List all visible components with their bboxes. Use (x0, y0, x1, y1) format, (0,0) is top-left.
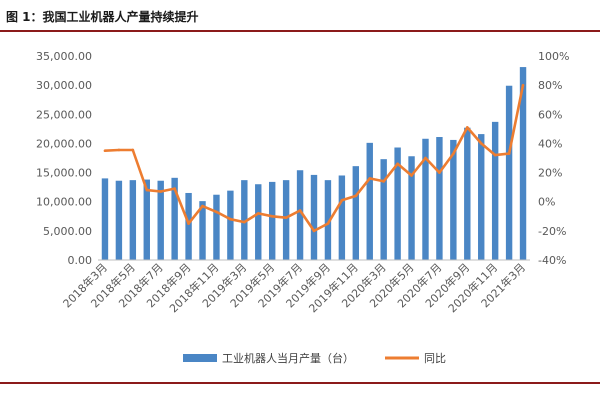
legend: 工业机器人当月产量（台） 同比 (183, 351, 446, 365)
line-point (103, 149, 107, 153)
left-tick-label: 0.00 (68, 254, 93, 267)
bar (422, 138, 429, 260)
bar (296, 170, 304, 260)
line-point (131, 148, 135, 152)
line-point (284, 216, 288, 220)
left-tick-label: 5,000.00 (43, 225, 92, 238)
legend-label-line: 同比 (424, 352, 446, 365)
line-point (410, 174, 413, 177)
line-point (382, 180, 385, 183)
line-point (354, 194, 358, 198)
bar (464, 127, 471, 260)
line-point (229, 217, 232, 221)
line-point (270, 214, 274, 218)
bar (394, 147, 401, 260)
bar (491, 121, 499, 260)
bar (227, 190, 234, 260)
bar (101, 178, 109, 260)
bar (171, 177, 178, 260)
line-point (507, 152, 511, 155)
line-point (326, 222, 330, 225)
line-point (312, 229, 316, 233)
left-tick-label: 15,000.00 (36, 167, 92, 180)
bar (199, 201, 206, 260)
line-point (493, 153, 497, 157)
bar (324, 180, 332, 260)
x-axis: 2018年3月2018年5月2018年7月2018年9月2018年11月2019… (60, 259, 530, 315)
left-tick-label: 30,000.00 (36, 79, 92, 92)
line-point (438, 171, 441, 174)
line-series (103, 83, 525, 233)
left-y-axis: 0.00 5,000.00 10,000.00 15,000.00 20,000.00 2… (36, 50, 92, 267)
bar (157, 180, 164, 260)
bar (255, 184, 262, 260)
left-tick-label: 20,000.00 (36, 137, 92, 150)
line-point (201, 204, 204, 208)
bar (519, 67, 527, 261)
line-point (340, 198, 344, 202)
bar (115, 180, 123, 260)
right-tick-label: 40% (538, 137, 562, 150)
bar (129, 180, 137, 260)
bar (185, 192, 192, 260)
line-point (479, 142, 483, 145)
bar (310, 174, 318, 260)
line-point (159, 190, 163, 193)
bar (408, 156, 415, 260)
top-rule (0, 30, 600, 32)
line-point (452, 152, 455, 155)
figure-title: 图 1：我国工业机器人产量持续提升 (6, 10, 199, 24)
bar (505, 85, 513, 261)
bar (213, 194, 220, 260)
left-tick-label: 25,000.00 (36, 108, 92, 121)
right-y-axis: -40% -20% 0% 20% 40% 60% 80% 100% (538, 50, 569, 267)
bottom-rule (0, 382, 600, 384)
production-chart: 0.00 5,000.00 10,000.00 15,000.00 20,000.00 2… (36, 50, 569, 365)
bar (380, 159, 387, 260)
bar (366, 142, 373, 260)
right-tick-label: 80% (538, 79, 562, 92)
right-tick-label: 100% (538, 50, 569, 63)
line-point (368, 177, 372, 180)
line-point (145, 188, 149, 192)
right-tick-label: 20% (538, 167, 562, 180)
line-point (521, 83, 525, 87)
line-point (298, 209, 302, 212)
legend-label-bar: 工业机器人当月产量（台） (222, 351, 354, 365)
line-point (465, 126, 469, 129)
bar (143, 179, 150, 260)
bar (436, 137, 443, 260)
line-point (424, 156, 427, 160)
right-tick-label: 0% (538, 196, 555, 209)
line-point (117, 148, 121, 152)
bar (268, 181, 276, 260)
line-point (243, 220, 246, 224)
line-point (187, 222, 190, 225)
bar-series (101, 67, 527, 261)
left-tick-label: 35,000.00 (36, 50, 92, 63)
legend-swatch-bar (183, 354, 217, 362)
bar (478, 134, 485, 260)
bar (282, 180, 290, 260)
right-tick-label: -20% (538, 225, 566, 238)
line-point (256, 212, 260, 215)
line-point (396, 162, 399, 166)
bar (450, 139, 457, 260)
line-point (173, 187, 176, 190)
bar (352, 166, 360, 260)
right-tick-label: 60% (538, 108, 562, 121)
line-point (215, 210, 218, 214)
left-tick-label: 10,000.00 (36, 196, 92, 209)
bar (241, 180, 248, 260)
right-tick-label: -40% (538, 254, 566, 267)
bar (338, 175, 346, 260)
